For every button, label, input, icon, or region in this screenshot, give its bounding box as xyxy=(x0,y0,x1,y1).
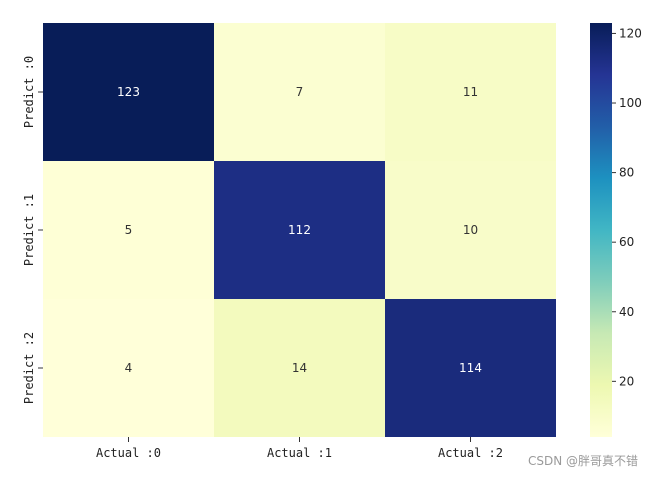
x-tick-label: Actual :2 xyxy=(438,446,503,460)
cell-value-label: 123 xyxy=(117,85,140,99)
heatmap-cell xyxy=(43,161,214,299)
heatmap-cell xyxy=(385,23,556,161)
cell-value-label: 7 xyxy=(296,85,304,99)
y-tick-label: Predict :2 xyxy=(22,332,36,404)
heatmap-cells: 123 7 11 5 112 10 4 14 114 xyxy=(43,23,556,437)
heatmap-cell xyxy=(214,23,385,161)
heatmap-cell xyxy=(43,23,214,161)
heatmap-cell xyxy=(214,299,385,437)
heatmap-cell xyxy=(43,299,214,437)
cell-value-label: 5 xyxy=(125,223,133,237)
heatmap-cell xyxy=(385,161,556,299)
cell-value-label: 4 xyxy=(125,361,133,375)
x-axis-ticks: Actual :0 Actual :1 Actual :2 xyxy=(96,437,503,460)
colorbar-tick-label: 120 xyxy=(619,26,642,40)
cell-value-label: 112 xyxy=(288,223,311,237)
cell-value-label: 14 xyxy=(292,361,307,375)
y-tick-label: Predict :1 xyxy=(22,194,36,266)
heatmap-cell xyxy=(385,299,556,437)
heatmap-cell xyxy=(214,161,385,299)
x-tick-label: Actual :1 xyxy=(267,446,332,460)
x-tick-label: Actual :0 xyxy=(96,446,161,460)
colorbar-gradient xyxy=(590,23,612,437)
colorbar: 20 40 60 80 100 120 xyxy=(590,23,642,437)
y-axis-ticks: Predict :0 Predict :1 Predict :2 xyxy=(22,56,43,404)
colorbar-tick-label: 80 xyxy=(619,166,634,180)
colorbar-tick-label: 40 xyxy=(619,305,634,319)
colorbar-tick-label: 60 xyxy=(619,235,634,249)
watermark: CSDN @胖哥真不错 xyxy=(527,454,638,468)
cell-value-label: 10 xyxy=(463,223,478,237)
y-tick-label: Predict :0 xyxy=(22,56,36,128)
cell-value-label: 114 xyxy=(459,361,482,375)
cell-value-label: 11 xyxy=(463,85,478,99)
colorbar-tick-label: 20 xyxy=(619,374,634,388)
colorbar-tick-label: 100 xyxy=(619,96,642,110)
